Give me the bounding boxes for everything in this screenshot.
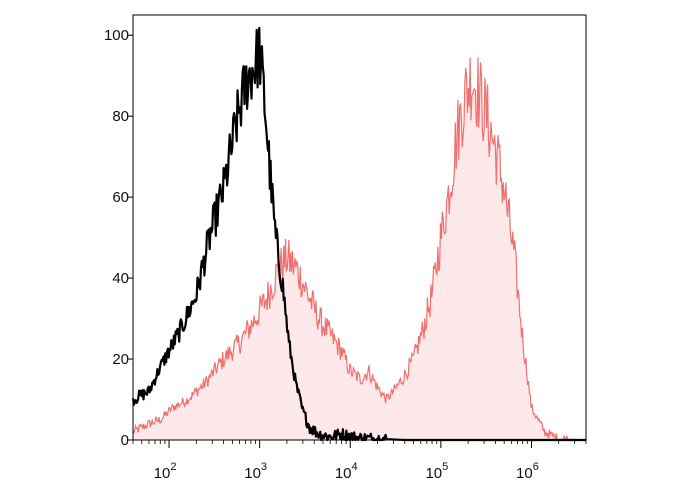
y-axis: 0 20 40 60 80 100 — [104, 27, 133, 449]
series-1-line — [132, 57, 586, 442]
plot-frame — [132, 14, 587, 441]
series-1-area — [133, 57, 586, 440]
y-tick-label: 60 — [112, 189, 129, 206]
y-tick-label: 0 — [121, 432, 129, 449]
x-tick-label: 102 — [154, 461, 177, 482]
x-tick-label: 105 — [425, 461, 448, 482]
x-axis: 102 103 104 105 106 — [132, 440, 587, 482]
x-tick-label: 104 — [335, 461, 358, 482]
series-layer — [131, 26, 587, 442]
y-tick-label: 100 — [104, 27, 129, 44]
y-tick-label: 80 — [112, 108, 129, 125]
y-tick-label: 40 — [112, 270, 129, 287]
x-tick-label: 106 — [516, 461, 539, 482]
x-tick-label: 103 — [244, 461, 267, 482]
y-tick-label: 20 — [112, 351, 129, 368]
